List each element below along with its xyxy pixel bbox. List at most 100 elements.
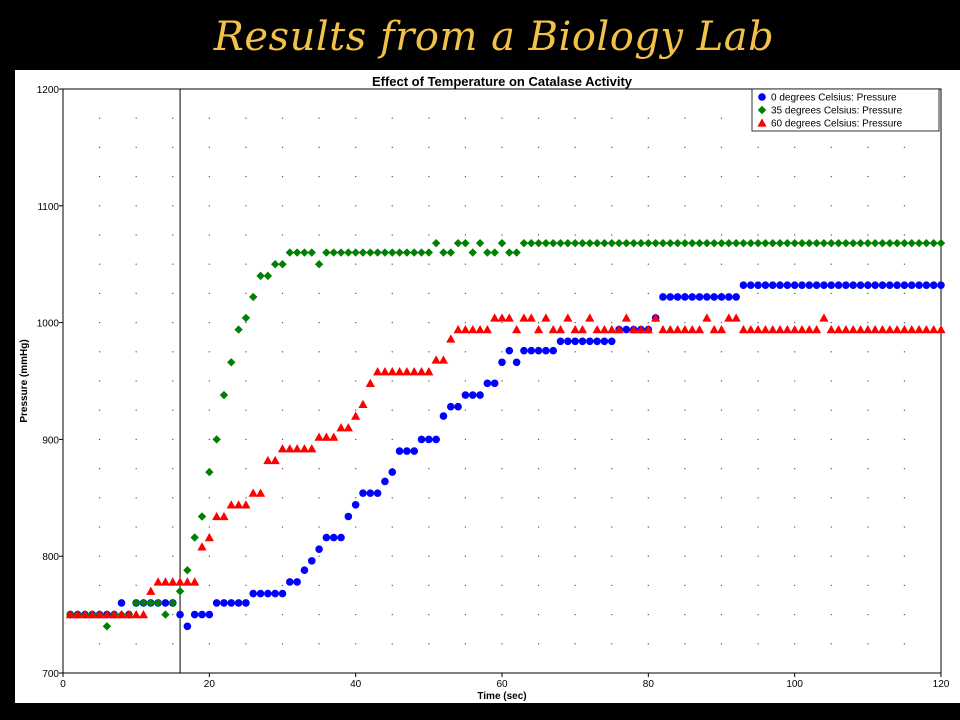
data-point [439, 248, 448, 257]
grid-dot [172, 468, 174, 470]
data-point [834, 238, 843, 248]
data-point [358, 248, 368, 257]
grid-dot [355, 176, 357, 178]
data-point [205, 610, 214, 619]
grid-dot [281, 205, 284, 207]
grid-dot [172, 614, 174, 616]
data-point [307, 248, 316, 257]
grid-dot [903, 438, 906, 440]
grid-dot [355, 526, 357, 528]
x-axis-label: Time (sec) [477, 691, 526, 702]
data-point [249, 292, 258, 302]
grid-dot [464, 292, 467, 294]
grid-dot [647, 117, 649, 119]
data-point [351, 501, 360, 509]
data-point [329, 248, 338, 257]
grid-dot [794, 292, 796, 294]
data-point [388, 248, 397, 257]
grid-dot [355, 292, 357, 294]
grid-dot [684, 614, 686, 616]
data-point [116, 610, 127, 619]
grid-dot [537, 292, 540, 294]
grid-dot [172, 205, 174, 207]
grid-dot [281, 380, 284, 382]
grid-dot [903, 263, 906, 265]
grid-dot [172, 176, 174, 178]
data-point [658, 325, 668, 334]
data-point [183, 566, 192, 575]
grid-dot [867, 263, 869, 265]
grid-dot [245, 292, 247, 294]
grid-dot [135, 322, 137, 324]
data-point [138, 610, 149, 619]
grid-dot [611, 351, 613, 353]
data-point [709, 325, 719, 334]
data-point [907, 281, 916, 290]
grid-dot [464, 526, 467, 528]
data-point [344, 512, 353, 521]
y-tick-label: 1200 [37, 85, 60, 96]
grid-dot [794, 380, 796, 382]
grid-dot [647, 263, 649, 265]
grid-dot [98, 234, 101, 236]
data-point [592, 238, 602, 248]
grid-dot [830, 176, 832, 178]
data-point [94, 610, 105, 619]
grid-dot [574, 497, 576, 499]
grid-dot [830, 146, 832, 148]
grid-dot [208, 205, 210, 207]
grid-dot [428, 555, 430, 557]
data-point [124, 610, 134, 619]
grid-dot [428, 526, 430, 528]
data-point [812, 325, 822, 334]
grid-dot [501, 351, 503, 353]
grid-dot [757, 351, 759, 353]
grid-dot [281, 526, 284, 528]
grid-dot [428, 146, 430, 148]
data-point [190, 533, 199, 542]
grid-dot [574, 146, 576, 148]
grid-dot [794, 614, 796, 616]
data-point [754, 281, 762, 290]
data-point [351, 411, 361, 420]
data-point [161, 599, 170, 607]
grid-dot [135, 526, 137, 528]
grid-dot [391, 176, 393, 178]
data-point [212, 511, 222, 521]
data-point [490, 248, 499, 257]
data-point [717, 293, 726, 301]
grid-dot [355, 468, 357, 470]
data-point [929, 281, 938, 290]
grid-dot [172, 438, 174, 440]
data-point [446, 402, 455, 411]
grid-dot [172, 292, 174, 294]
grid-dot [208, 555, 210, 557]
data-point [248, 488, 258, 497]
grid-dot [537, 117, 540, 119]
data-point [183, 622, 192, 631]
data-point [299, 444, 310, 453]
data-point [322, 533, 331, 542]
grid-dot [428, 380, 430, 382]
data-point [205, 467, 214, 477]
data-point [732, 293, 740, 301]
data-point [929, 238, 938, 248]
data-point [680, 325, 690, 334]
data-point [424, 367, 434, 376]
data-point [549, 238, 558, 248]
grid-dot [867, 351, 869, 353]
grid-dot [391, 351, 393, 353]
x-tick-label: 0 [60, 679, 66, 690]
grid-dot [245, 438, 247, 440]
data-point [848, 325, 858, 334]
grid-dot [208, 380, 210, 382]
grid-dot [428, 584, 430, 586]
data-point [885, 325, 895, 334]
data-point [468, 325, 478, 334]
data-point [593, 337, 601, 346]
data-point [929, 325, 939, 334]
data-point [322, 248, 331, 257]
data-point [804, 325, 814, 334]
grid-dot [757, 555, 759, 557]
grid-dot [464, 234, 467, 236]
